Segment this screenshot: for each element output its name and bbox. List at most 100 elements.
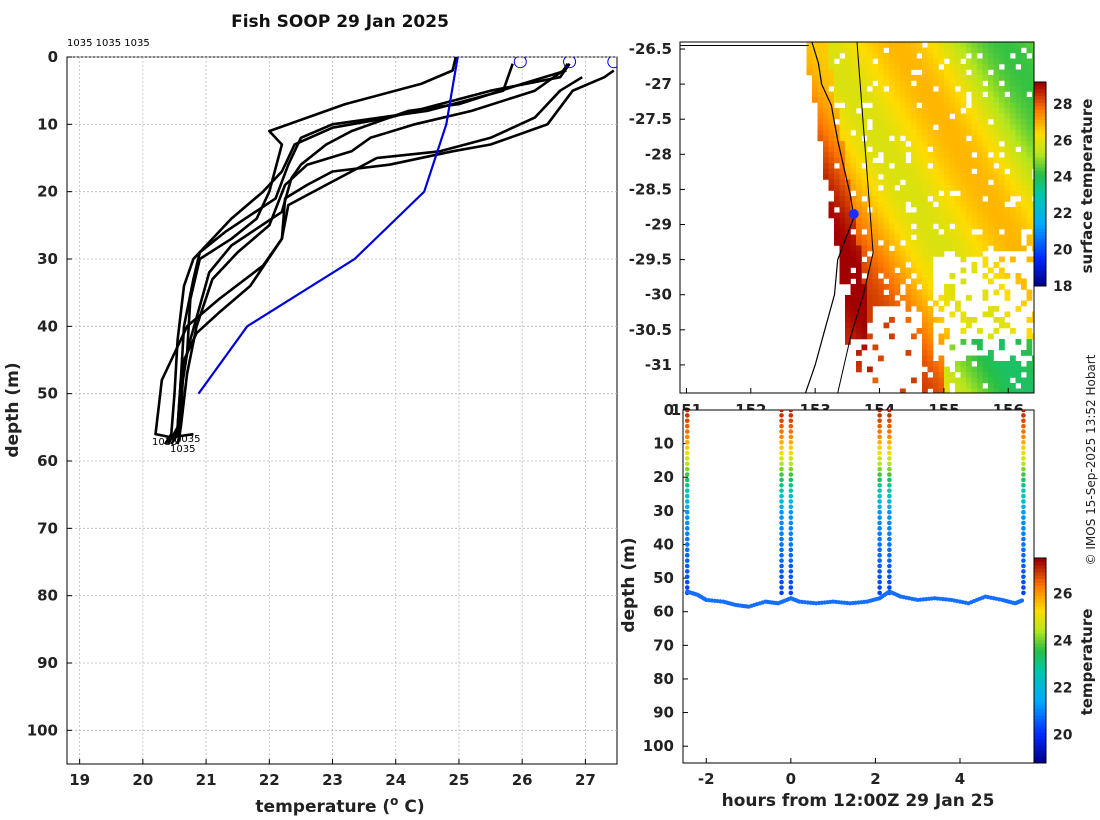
cast-point <box>788 520 794 526</box>
sst-pixel <box>949 157 956 164</box>
sst-pixel <box>839 58 846 65</box>
sst-pixel <box>861 262 868 268</box>
sst-pixel <box>982 366 989 373</box>
sst-pixel <box>867 69 873 76</box>
sst-pixel <box>916 201 923 208</box>
sst-pixel <box>1032 240 1034 246</box>
sst-pixel <box>1032 108 1034 114</box>
sst-pixel <box>927 130 934 136</box>
sst-pixel <box>971 163 978 169</box>
sst-pixel <box>949 53 956 59</box>
sst-pixel <box>834 69 840 76</box>
sst-pixel <box>977 86 983 92</box>
sst-pixel <box>905 267 912 274</box>
colorbar-segment <box>1034 684 1046 689</box>
sst-pixel <box>927 113 934 120</box>
sst-pixel <box>878 91 884 98</box>
sst-pixel <box>999 102 1005 109</box>
sst-pixel <box>834 108 840 114</box>
sst-pixel <box>999 322 1005 329</box>
sst-pixel <box>960 124 967 131</box>
sst-pixel <box>927 278 934 285</box>
sst-pixel <box>916 163 923 169</box>
sst-pixel <box>834 113 840 120</box>
sst-pixel <box>905 113 912 120</box>
sst-pixel <box>916 124 923 131</box>
sst-pixel <box>982 64 989 70</box>
sst-pixel <box>861 251 868 257</box>
sst-pixel <box>971 135 978 142</box>
colorbar-segment <box>1034 653 1046 658</box>
sst-pixel <box>850 47 857 54</box>
cast-point <box>684 445 690 450</box>
x-tick-label: 22 <box>259 771 280 789</box>
ts-y-tick-label: 60 <box>653 603 674 621</box>
sst-pixel <box>916 42 923 48</box>
sst-pixel <box>1015 306 1022 312</box>
sst-pixel <box>949 97 956 103</box>
sst-pixel <box>960 75 967 81</box>
sst-pixel <box>905 102 912 109</box>
ts-x-tick-label: 0 <box>786 770 796 788</box>
sst-pixel <box>916 97 923 103</box>
colorbar-segment <box>1034 245 1046 250</box>
sst-pixel <box>922 207 928 213</box>
cast-point <box>877 504 882 510</box>
sst-pixel <box>1004 388 1011 393</box>
sst-pixel <box>856 113 862 120</box>
sst-pixel <box>872 124 879 131</box>
sst-pixel <box>867 245 873 252</box>
sst-pixel <box>949 86 956 92</box>
sst-pixel <box>845 267 851 274</box>
sst-pixel <box>977 102 983 109</box>
cast-point <box>887 499 892 504</box>
sst-pixel <box>900 262 906 268</box>
sst-pixel <box>927 311 934 318</box>
sst-pixel <box>960 157 967 164</box>
sst-pixel <box>850 91 857 98</box>
sst-pixel <box>993 234 1000 241</box>
sst-pixel <box>1032 157 1034 164</box>
sst-pixel <box>960 53 967 59</box>
sst-pixel <box>1010 245 1016 252</box>
sst-pixel <box>1015 53 1022 59</box>
cast-point <box>887 558 892 563</box>
sst-pixel <box>988 146 994 153</box>
sst-pixel <box>845 339 851 345</box>
sst-pixel <box>850 223 857 230</box>
cast-point <box>877 542 882 547</box>
sst-pixel <box>878 229 884 235</box>
ts-y-tick-label: 70 <box>653 636 674 654</box>
sst-pixel <box>834 174 840 180</box>
sst-pixel <box>834 86 840 92</box>
sst-pixel <box>878 163 884 169</box>
sst-pixel <box>867 58 873 65</box>
sst-pixel <box>856 322 862 329</box>
sst-pixel <box>933 196 939 202</box>
sst-pixel <box>834 234 840 241</box>
sst-pixel <box>861 317 868 323</box>
sst-pixel <box>999 284 1005 290</box>
sst-pixel <box>1010 366 1016 373</box>
sst-pixel <box>806 42 813 48</box>
cast-point <box>779 418 784 424</box>
x-tick-label: 20 <box>132 771 153 789</box>
sst-pixel <box>839 223 846 230</box>
profile-line-3 <box>163 62 571 445</box>
sst-pixel <box>982 245 989 252</box>
sst-pixel <box>977 91 983 98</box>
sst-pixel <box>927 190 934 197</box>
sst-pixel <box>834 146 840 153</box>
sst-pixel <box>982 152 989 158</box>
sst-pixel <box>828 130 835 136</box>
sst-pixel <box>878 80 884 87</box>
sst-pixel <box>982 388 989 393</box>
sst-pixel <box>922 372 928 378</box>
sst-pixel <box>861 53 868 59</box>
sst-pixel <box>872 190 879 197</box>
sst-pixel <box>911 113 917 120</box>
sst-pixel <box>933 245 939 252</box>
sst-pixel <box>834 80 840 87</box>
sst-pixel <box>922 97 928 103</box>
sst-pixel <box>1021 113 1027 120</box>
